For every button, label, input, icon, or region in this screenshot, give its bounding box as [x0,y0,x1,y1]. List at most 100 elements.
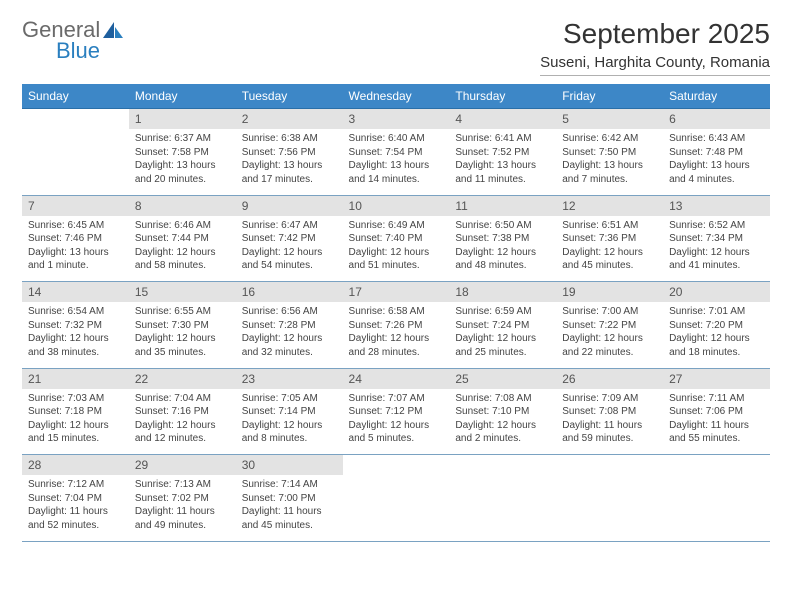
day-content-row: Sunrise: 6:37 AMSunset: 7:58 PMDaylight:… [22,129,770,195]
daylight-text-2: and 41 minutes. [669,259,764,273]
day-cell: Sunrise: 6:54 AMSunset: 7:32 PMDaylight:… [22,302,129,368]
day-content-row: Sunrise: 7:12 AMSunset: 7:04 PMDaylight:… [22,475,770,541]
daylight-text-1: Daylight: 12 hours [562,246,657,260]
sunrise-text: Sunrise: 6:43 AM [669,132,764,146]
sunrise-text: Sunrise: 7:12 AM [28,478,123,492]
day-number [449,455,556,476]
daylight-text-1: Daylight: 12 hours [669,246,764,260]
day-number: 28 [22,455,129,476]
sunrise-text: Sunrise: 7:04 AM [135,392,230,406]
sunrise-text: Sunrise: 6:55 AM [135,305,230,319]
day-cell: Sunrise: 6:41 AMSunset: 7:52 PMDaylight:… [449,129,556,195]
day-number [22,109,129,130]
sunrise-text: Sunrise: 6:58 AM [349,305,444,319]
day-number: 18 [449,282,556,303]
daylight-text-2: and 28 minutes. [349,346,444,360]
day-cell [556,475,663,541]
dayhead-saturday: Saturday [663,84,770,109]
sunset-text: Sunset: 7:34 PM [669,232,764,246]
daylight-text-2: and 7 minutes. [562,173,657,187]
day-cell: Sunrise: 6:59 AMSunset: 7:24 PMDaylight:… [449,302,556,368]
daylight-text-2: and 12 minutes. [135,432,230,446]
day-number: 9 [236,195,343,216]
daylight-text-1: Daylight: 12 hours [455,419,550,433]
sunset-text: Sunset: 7:54 PM [349,146,444,160]
sunset-text: Sunset: 7:14 PM [242,405,337,419]
day-number: 4 [449,109,556,130]
daylight-text-2: and 45 minutes. [242,519,337,533]
daylight-text-1: Daylight: 12 hours [242,246,337,260]
day-cell [663,475,770,541]
sunrise-text: Sunrise: 6:52 AM [669,219,764,233]
day-cell: Sunrise: 6:47 AMSunset: 7:42 PMDaylight:… [236,216,343,282]
day-number: 30 [236,455,343,476]
daylight-text-2: and 4 minutes. [669,173,764,187]
daylight-text-1: Daylight: 13 hours [242,159,337,173]
day-cell: Sunrise: 7:03 AMSunset: 7:18 PMDaylight:… [22,389,129,455]
day-number: 24 [343,368,450,389]
daylight-text-2: and 22 minutes. [562,346,657,360]
day-cell [22,129,129,195]
sunset-text: Sunset: 7:06 PM [669,405,764,419]
sunrise-text: Sunrise: 6:50 AM [455,219,550,233]
daylight-text-2: and 52 minutes. [28,519,123,533]
daylight-text-2: and 1 minute. [28,259,123,273]
dayhead-tuesday: Tuesday [236,84,343,109]
daylight-text-1: Daylight: 12 hours [349,246,444,260]
sunset-text: Sunset: 7:18 PM [28,405,123,419]
daylight-text-1: Daylight: 12 hours [242,332,337,346]
header: General Blue September 2025 Suseni, Harg… [22,18,770,76]
day-number-row: 282930 [22,455,770,476]
day-number: 19 [556,282,663,303]
sunset-text: Sunset: 7:50 PM [562,146,657,160]
day-number: 23 [236,368,343,389]
day-cell [343,475,450,541]
day-cell: Sunrise: 7:14 AMSunset: 7:00 PMDaylight:… [236,475,343,541]
daylight-text-2: and 11 minutes. [455,173,550,187]
sunset-text: Sunset: 7:30 PM [135,319,230,333]
day-number: 25 [449,368,556,389]
daylight-text-2: and 58 minutes. [135,259,230,273]
sunrise-text: Sunrise: 7:01 AM [669,305,764,319]
sunrise-text: Sunrise: 7:05 AM [242,392,337,406]
sunset-text: Sunset: 7:48 PM [669,146,764,160]
sunset-text: Sunset: 7:58 PM [135,146,230,160]
sunrise-text: Sunrise: 7:13 AM [135,478,230,492]
day-cell: Sunrise: 6:37 AMSunset: 7:58 PMDaylight:… [129,129,236,195]
daylight-text-1: Daylight: 13 hours [135,159,230,173]
day-cell: Sunrise: 6:52 AMSunset: 7:34 PMDaylight:… [663,216,770,282]
daylight-text-1: Daylight: 12 hours [28,419,123,433]
day-number: 1 [129,109,236,130]
daylight-text-1: Daylight: 12 hours [455,332,550,346]
sunset-text: Sunset: 7:16 PM [135,405,230,419]
daylight-text-2: and 20 minutes. [135,173,230,187]
page-title: September 2025 [540,18,770,50]
day-cell: Sunrise: 7:08 AMSunset: 7:10 PMDaylight:… [449,389,556,455]
daylight-text-2: and 59 minutes. [562,432,657,446]
sunrise-text: Sunrise: 6:38 AM [242,132,337,146]
sunset-text: Sunset: 7:28 PM [242,319,337,333]
day-cell: Sunrise: 7:12 AMSunset: 7:04 PMDaylight:… [22,475,129,541]
daylight-text-1: Daylight: 13 hours [669,159,764,173]
daylight-text-1: Daylight: 11 hours [242,505,337,519]
sunrise-text: Sunrise: 6:51 AM [562,219,657,233]
sunset-text: Sunset: 7:42 PM [242,232,337,246]
day-number: 22 [129,368,236,389]
sunset-text: Sunset: 7:26 PM [349,319,444,333]
logo-sail-icon [102,20,124,43]
sunset-text: Sunset: 7:02 PM [135,492,230,506]
sunrise-text: Sunrise: 7:14 AM [242,478,337,492]
sunset-text: Sunset: 7:40 PM [349,232,444,246]
day-content-row: Sunrise: 7:03 AMSunset: 7:18 PMDaylight:… [22,389,770,455]
daylight-text-1: Daylight: 12 hours [349,332,444,346]
sunrise-text: Sunrise: 6:54 AM [28,305,123,319]
daylight-text-2: and 45 minutes. [562,259,657,273]
sunrise-text: Sunrise: 6:56 AM [242,305,337,319]
sunrise-text: Sunrise: 7:07 AM [349,392,444,406]
daylight-text-2: and 18 minutes. [669,346,764,360]
sunrise-text: Sunrise: 7:08 AM [455,392,550,406]
day-number: 7 [22,195,129,216]
dayhead-thursday: Thursday [449,84,556,109]
day-number: 5 [556,109,663,130]
calendar-table: Sunday Monday Tuesday Wednesday Thursday… [22,84,770,542]
